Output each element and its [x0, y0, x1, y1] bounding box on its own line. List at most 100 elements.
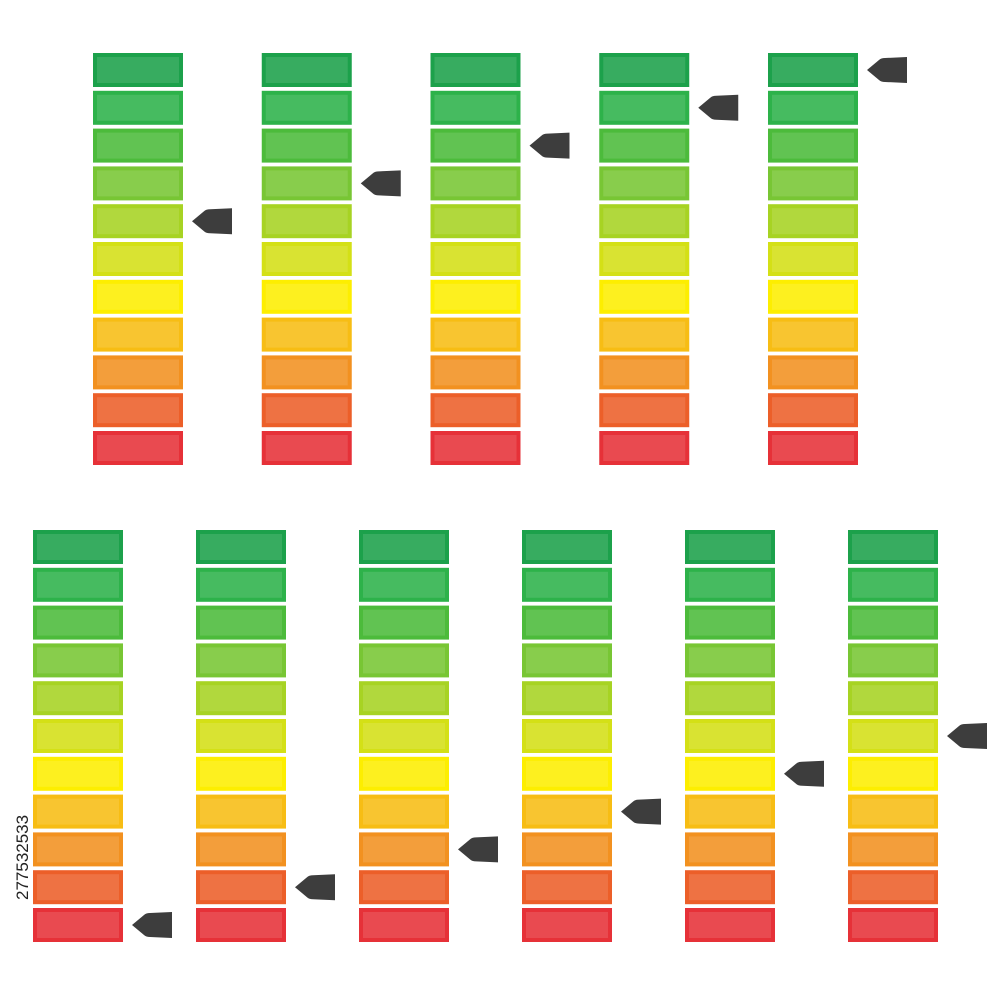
segment-inner [434, 435, 517, 461]
meter-segment [261, 393, 352, 428]
segment-inner [363, 798, 445, 825]
meter-segment [93, 393, 183, 428]
segment-inner [37, 798, 119, 825]
segment-inner [434, 359, 517, 386]
segment-inner [200, 723, 282, 749]
segment-inner [200, 912, 282, 938]
meter-segment [430, 128, 521, 163]
segment-inner [772, 170, 854, 197]
meter-segment [261, 431, 352, 465]
level-pointer [784, 760, 824, 787]
meter-segment [768, 90, 858, 125]
meter-segment [685, 756, 775, 791]
segment-inner [603, 321, 686, 348]
meter-segment [768, 204, 858, 239]
level-pointer [698, 94, 739, 121]
segment-inner [363, 609, 445, 636]
segment-inner [526, 798, 608, 825]
level-pointer [295, 874, 335, 901]
meter-segment [359, 567, 449, 602]
meter-segment [522, 719, 612, 753]
meter-segment [93, 317, 183, 352]
segment-inner [689, 723, 771, 749]
meter-segment [261, 355, 352, 390]
meter-segment [599, 355, 690, 390]
level-pointer [621, 798, 661, 825]
meter-segment [685, 530, 775, 564]
meter-segment [768, 431, 858, 465]
meter-segment [33, 605, 123, 640]
segment-inner [265, 397, 348, 424]
meter-segment [93, 128, 183, 163]
segment-inner [265, 321, 348, 348]
meter [261, 53, 401, 465]
segment-inner [363, 534, 445, 560]
segment-inner [772, 359, 854, 386]
meter-segment [430, 166, 521, 201]
segment-inner [526, 836, 608, 863]
segment-inner [852, 609, 934, 636]
meter-segment [768, 393, 858, 428]
segment-inner [689, 609, 771, 636]
segment-inner [852, 874, 934, 901]
meter [768, 53, 907, 465]
meter [196, 530, 335, 942]
segment-inner [265, 208, 348, 235]
segment-inner [603, 246, 686, 272]
meter-segment [33, 643, 123, 678]
meter-segment [685, 870, 775, 905]
meter-segment [685, 832, 775, 867]
meter-segment [685, 908, 775, 942]
meter [359, 530, 498, 942]
level-pointer [458, 836, 498, 863]
meter-segment [93, 431, 183, 465]
segment-inner [772, 208, 854, 235]
meter-segment [196, 908, 286, 942]
meter-segment [430, 53, 521, 87]
meter-segment [196, 870, 286, 905]
segment-inner [852, 685, 934, 712]
meter-segment [685, 681, 775, 716]
meter-segment [93, 90, 183, 125]
meter-segment [359, 908, 449, 942]
meter-segment [33, 756, 123, 791]
segment-inner [603, 132, 686, 159]
meter [93, 53, 232, 465]
meter-segment [261, 166, 352, 201]
level-pointer [947, 723, 987, 749]
meter-segment [196, 681, 286, 716]
segment-inner [97, 435, 179, 461]
segment-inner [434, 246, 517, 272]
meter-segment [196, 567, 286, 602]
meter-segment [522, 643, 612, 678]
meter-segment [599, 279, 690, 314]
meter-segment [848, 567, 938, 602]
segment-inner [97, 170, 179, 197]
meter-segment [599, 90, 690, 125]
segment-inner [37, 760, 119, 787]
meter-segment [33, 719, 123, 753]
meter-segment [359, 870, 449, 905]
segment-inner [689, 534, 771, 560]
level-pointer [360, 170, 401, 197]
segment-inner [852, 836, 934, 863]
segment-inner [852, 534, 934, 560]
segment-inner [363, 647, 445, 674]
segment-inner [689, 647, 771, 674]
meter-segment [359, 530, 449, 564]
segment-inner [37, 609, 119, 636]
meter-segment [685, 719, 775, 753]
meter-segment [768, 355, 858, 390]
meter-segment [93, 204, 183, 239]
meter-segment [848, 681, 938, 716]
segment-inner [852, 760, 934, 787]
segment-inner [526, 760, 608, 787]
segment-inner [200, 798, 282, 825]
segment-inner [434, 132, 517, 159]
segment-inner [200, 534, 282, 560]
meter-segment [522, 794, 612, 829]
meter-segment [93, 279, 183, 314]
segment-inner [37, 874, 119, 901]
segment-inner [200, 685, 282, 712]
